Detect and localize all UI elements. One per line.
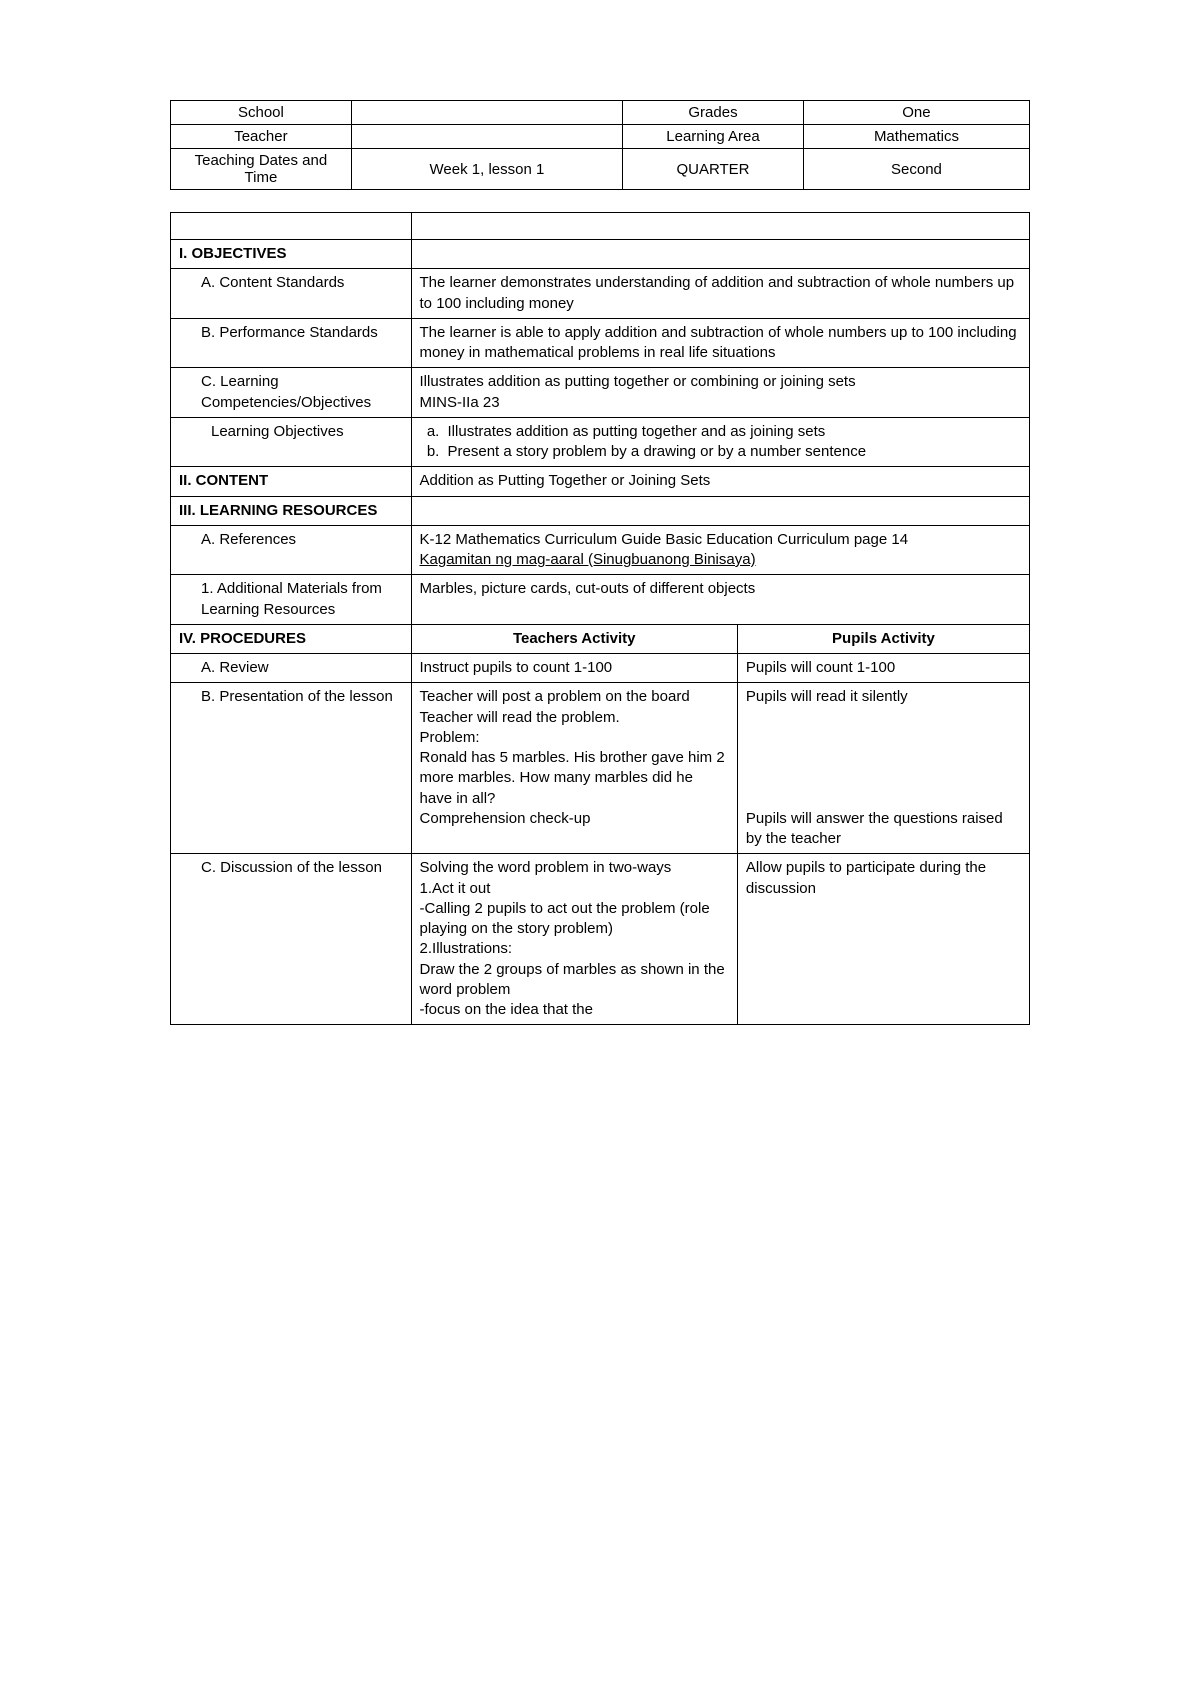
discussion-teacher-l1: Solving the word problem in two-ways	[420, 859, 672, 876]
review-pupils: Pupils will count 1-100	[737, 654, 1029, 683]
header-school-label: School	[171, 101, 352, 125]
learning-competencies-text: Illustrates addition as putting together…	[411, 368, 1029, 418]
additional-materials-text: Marbles, picture cards, cut-outs of diff…	[411, 575, 1029, 625]
header-grades-label: Grades	[623, 101, 804, 125]
presentation-teacher-l4: Ronald has 5 marbles. His brother gave h…	[420, 749, 725, 807]
pupils-activity-header: Pupils Activity	[737, 624, 1029, 653]
objectives-title: I. OBJECTIVES	[171, 240, 412, 269]
objectives-blank	[411, 240, 1029, 269]
presentation-teacher-l3: Problem:	[420, 729, 480, 746]
learning-obj-a: Illustrates addition as putting together…	[444, 422, 1021, 442]
discussion-pupils: Allow pupils to participate during the d…	[737, 854, 1029, 1025]
discussion-teacher-l4: 2.Illustrations:	[420, 940, 513, 957]
blank-cell-right	[411, 213, 1029, 240]
discussion-label: C. Discussion of the lesson	[171, 854, 412, 1025]
content-standards-label: A. Content Standards	[171, 269, 412, 319]
resources-blank	[411, 496, 1029, 525]
discussion-teacher-l5: Draw the 2 groups of marbles as shown in…	[420, 961, 725, 998]
references-label: A. References	[171, 525, 412, 575]
discussion-teacher: Solving the word problem in two-ways 1.A…	[411, 854, 737, 1025]
references-text: K-12 Mathematics Curriculum Guide Basic …	[411, 525, 1029, 575]
header-school-value	[351, 101, 622, 125]
resources-title: III. LEARNING RESOURCES	[171, 496, 412, 525]
learning-comp-line2: MINS-IIa 23	[420, 394, 500, 411]
learning-comp-line1: Illustrates addition as putting together…	[420, 373, 856, 390]
presentation-pupils-l1: Pupils will read it silently	[746, 688, 908, 705]
discussion-teacher-l3: -Calling 2 pupils to act out the problem…	[420, 900, 710, 937]
content-standards-text: The learner demonstrates understanding o…	[411, 269, 1029, 319]
lesson-plan-table: I. OBJECTIVES A. Content Standards The l…	[170, 212, 1030, 1025]
header-quarter-label: QUARTER	[623, 149, 804, 190]
content-text: Addition as Putting Together or Joining …	[411, 467, 1029, 496]
header-learning-area-label: Learning Area	[623, 125, 804, 149]
learning-objectives-label: Learning Objectives	[171, 417, 412, 467]
presentation-pupils-l2: Pupils will answer the questions raised …	[746, 810, 1003, 847]
additional-materials-label: 1. Additional Materials from Learning Re…	[171, 575, 412, 625]
header-learning-area-value: Mathematics	[803, 125, 1029, 149]
review-label: A. Review	[171, 654, 412, 683]
presentation-teacher-l5: Comprehension check-up	[420, 810, 591, 827]
header-teacher-label: Teacher	[171, 125, 352, 149]
presentation-pupils: Pupils will read it silently Pupils will…	[737, 683, 1029, 854]
discussion-teacher-l6: -focus on the idea that the	[420, 1001, 593, 1018]
header-grades-value: One	[803, 101, 1029, 125]
review-teacher: Instruct pupils to count 1-100	[411, 654, 737, 683]
presentation-teacher-l1: Teacher will post a problem on the board	[420, 688, 690, 705]
teachers-activity-header: Teachers Activity	[411, 624, 737, 653]
references-line2: Kagamitan ng mag-aaral (Sinugbuanong Bin…	[420, 551, 756, 568]
learning-obj-b: Present a story problem by a drawing or …	[444, 442, 1021, 462]
learning-objectives-text: Illustrates addition as putting together…	[411, 417, 1029, 467]
content-title: II. CONTENT	[171, 467, 412, 496]
presentation-teacher-l2: Teacher will read the problem.	[420, 709, 620, 726]
header-table: School Grades One Teacher Learning Area …	[170, 100, 1030, 190]
blank-cell	[171, 213, 412, 240]
header-quarter-value: Second	[803, 149, 1029, 190]
header-teacher-value	[351, 125, 622, 149]
presentation-label: B. Presentation of the lesson	[171, 683, 412, 854]
performance-standards-text: The learner is able to apply addition an…	[411, 318, 1029, 368]
discussion-teacher-l2: 1.Act it out	[420, 880, 491, 897]
presentation-teacher: Teacher will post a problem on the board…	[411, 683, 737, 854]
references-line1: K-12 Mathematics Curriculum Guide Basic …	[420, 531, 909, 548]
header-teaching-dates-label: Teaching Dates and Time	[171, 149, 352, 190]
procedures-title: IV. PROCEDURES	[171, 624, 412, 653]
learning-competencies-label: C. Learning Competencies/Objectives	[171, 368, 412, 418]
header-teaching-dates-value: Week 1, lesson 1	[351, 149, 622, 190]
performance-standards-label: B. Performance Standards	[171, 318, 412, 368]
